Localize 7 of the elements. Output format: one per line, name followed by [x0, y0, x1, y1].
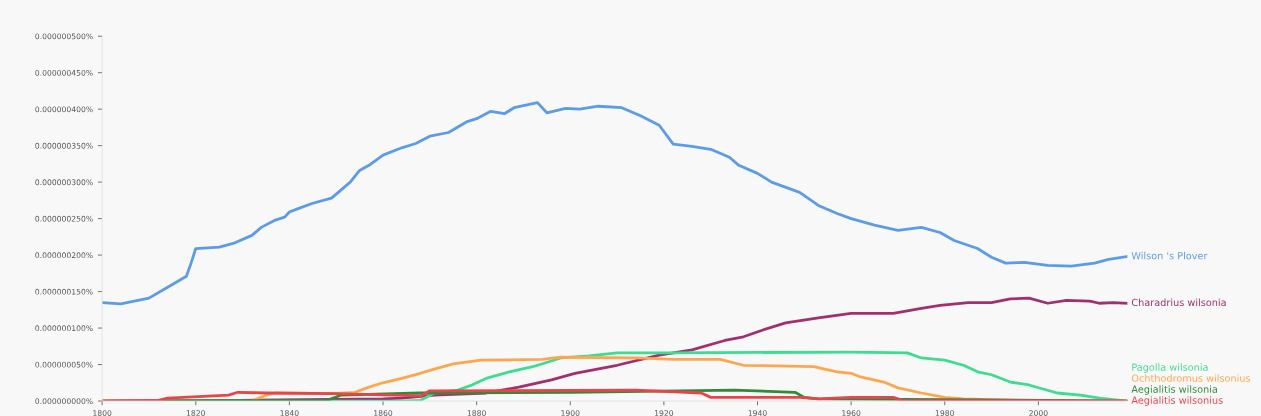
- series-label: Wilson 's Plover: [1131, 251, 1208, 260]
- line-series: [102, 101, 1128, 306]
- series-label: Charadrius wilsonia: [1131, 298, 1226, 307]
- series-label: Aegialitis wilsonius: [1131, 396, 1223, 406]
- text: Ochthodromus wilsonius: [1131, 374, 1251, 382]
- series-label: Aegialitis wilsonia: [1131, 385, 1217, 395]
- text: Pagolla wilsonia: [1132, 363, 1208, 373]
